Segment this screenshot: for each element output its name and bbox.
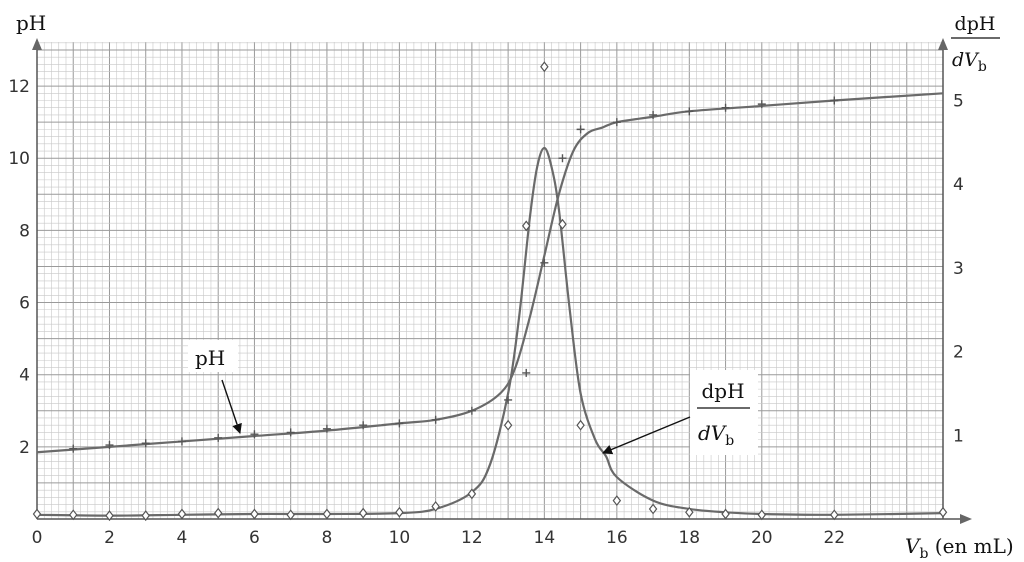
data-point-ph: [522, 368, 531, 377]
data-point-ph: [504, 395, 513, 404]
data-point-derivative: [286, 509, 295, 521]
data-point-derivative: [685, 506, 694, 518]
x-axis-arrow: [960, 514, 972, 524]
data-point-derivative: [467, 488, 477, 500]
y-left-tick-label: 8: [19, 221, 30, 241]
x-tick-label: 12: [461, 528, 483, 548]
x-tick-label: 2: [104, 528, 115, 548]
y-left-tick-label: 6: [19, 294, 30, 314]
data-point-derivative: [141, 510, 150, 522]
axes: [32, 38, 972, 524]
data-point-ph: [757, 100, 766, 109]
y-right-label-top: dpH: [955, 13, 996, 35]
y-right-axis-label: dpH dVb: [951, 13, 1000, 75]
curves: [36, 92, 944, 517]
y-right-tick-label: 1: [953, 426, 964, 446]
x-tick-label: 6: [249, 528, 260, 548]
data-point-ph: [649, 110, 658, 119]
data-point-ph: [69, 444, 78, 453]
annotation-deriv: dpH dVb: [697, 379, 750, 449]
series-line-ph: [36, 92, 944, 454]
data-point-ph: [177, 437, 186, 446]
data-point-derivative: [177, 508, 187, 520]
data-point-ph: [576, 125, 585, 134]
data-point-derivative: [105, 510, 114, 522]
y-right-tick-label: 3: [953, 259, 964, 279]
data-point-ph: [395, 419, 404, 428]
data-point-ph: [322, 424, 331, 433]
series-line-derivative: [36, 146, 944, 517]
data-point-derivative: [68, 509, 78, 521]
x-tick-label: 4: [177, 528, 188, 548]
data-point-derivative: [503, 419, 513, 431]
x-tick-label: 8: [322, 528, 333, 548]
data-point-derivative: [540, 61, 549, 73]
data-point-ph: [612, 118, 621, 127]
annotation-ph-bg: [188, 340, 238, 372]
y-right-axis-arrow: [938, 38, 948, 50]
data-point-derivative: [431, 500, 440, 512]
data-point-derivative: [576, 419, 585, 431]
data-point-ph: [830, 96, 839, 105]
y-right-tick-label: 4: [953, 175, 964, 195]
y-left-axis-label: pH: [16, 11, 46, 35]
data-point-derivative: [757, 509, 767, 521]
data-point-ph: [540, 258, 549, 267]
data-point-ph: [359, 421, 368, 430]
data-point-ph: [105, 441, 114, 450]
annotation-deriv-top: dpH: [701, 379, 744, 403]
data-point-derivative: [395, 506, 404, 518]
data-point-derivative: [558, 218, 567, 230]
y-left-tick-label: 2: [19, 438, 30, 458]
data-point-ph: [431, 415, 440, 424]
data-point-derivative: [938, 506, 948, 518]
data-point-ph: [286, 428, 295, 437]
x-tick-label: 14: [534, 528, 556, 548]
data-point-derivative: [32, 508, 42, 520]
data-point-derivative: [521, 220, 531, 232]
annotation-deriv-bg: [690, 370, 758, 455]
y-right-tick-label: 2: [953, 343, 964, 363]
x-tick-label: 16: [606, 528, 628, 548]
data-point-derivative: [213, 507, 223, 519]
y-left-axis-arrow: [32, 38, 42, 50]
y-left-tick-label: 12: [8, 77, 30, 97]
data-point-ph: [250, 430, 259, 439]
x-tick-label: 20: [751, 528, 773, 548]
data-point-ph: [467, 406, 476, 415]
data-markers: [32, 61, 948, 522]
annotation-ph-arrow: [221, 379, 242, 434]
data-point-ph: [721, 103, 730, 112]
y-right-tick-label: 5: [953, 91, 964, 111]
data-point-ph: [141, 439, 150, 448]
y-left-tick-label: 10: [8, 149, 30, 169]
y-right-label-bottom: dVb: [952, 49, 987, 75]
annotation-deriv-bottom: dVb: [698, 421, 734, 449]
data-point-derivative: [721, 508, 730, 520]
grid: [36, 42, 944, 520]
data-point-derivative: [358, 507, 368, 519]
y-left-tick-label: 4: [19, 366, 30, 386]
annotation-deriv-arrow: [602, 416, 691, 455]
data-point-derivative: [250, 508, 259, 520]
x-axis-label: Vb (en mL): [905, 534, 1014, 562]
x-tick-label: 0: [32, 528, 43, 548]
data-point-derivative: [830, 509, 839, 521]
x-tick-label: 10: [389, 528, 411, 548]
data-point-derivative: [322, 508, 332, 520]
data-point-ph: [558, 154, 567, 163]
annotation-ph: pH: [195, 346, 225, 370]
x-tick-label: 22: [823, 528, 845, 548]
data-point-ph: [214, 433, 223, 442]
data-point-derivative: [612, 495, 622, 507]
x-tick-label: 18: [678, 528, 700, 548]
data-point-ph: [685, 107, 694, 116]
data-point-derivative: [648, 503, 658, 515]
